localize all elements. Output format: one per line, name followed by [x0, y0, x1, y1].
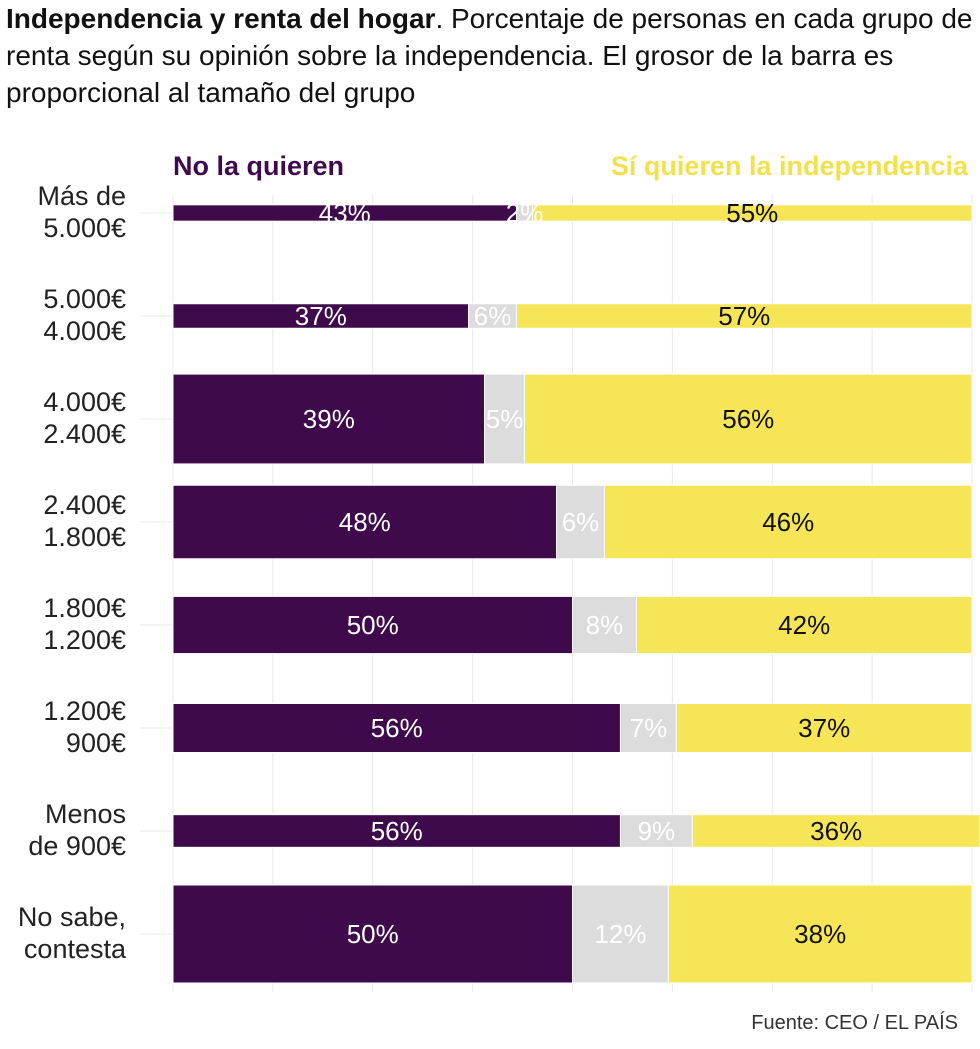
data-label: 6%: [474, 301, 512, 331]
bar-no: [172, 373, 486, 465]
data-label: 38%: [794, 919, 846, 949]
data-label: 56%: [371, 816, 423, 846]
bar-nsnc: [484, 373, 526, 465]
bar-si: [516, 303, 973, 329]
bar-nsnc: [619, 703, 677, 753]
category-label-line2: 4.000€: [43, 316, 126, 346]
bar-si: [532, 204, 973, 222]
bar-no: [172, 595, 573, 655]
data-label: 5%: [486, 404, 524, 434]
data-label: 12%: [594, 919, 646, 949]
legend-si-quieren: Sí quieren la independencia: [611, 151, 969, 181]
category-label-line1: Menos: [45, 799, 126, 829]
data-label: 55%: [726, 198, 778, 228]
category-label-line1: 2.400€: [43, 490, 126, 520]
bar-no: [172, 814, 621, 848]
source-note: Fuente: CEO / EL PAÍS: [751, 1012, 958, 1034]
category-label-line1: No sabe,: [18, 902, 126, 932]
category-label-line1: 5.000€: [43, 284, 126, 314]
chart-title: Independencia y renta del hogar. Porcent…: [6, 0, 974, 111]
category-label-line1: 1.200€: [43, 696, 126, 726]
data-label: 6%: [562, 507, 600, 537]
data-label: 37%: [798, 713, 850, 743]
data-label: 50%: [347, 919, 399, 949]
bar-si: [691, 814, 980, 848]
category-label-line2: 1.800€: [43, 522, 126, 552]
data-label: 56%: [371, 713, 423, 743]
bar-si: [675, 703, 973, 753]
data-label: 2%: [506, 198, 544, 228]
data-label: 50%: [347, 610, 399, 640]
category-label-line2: 1.200€: [43, 625, 126, 655]
data-label: 9%: [638, 816, 676, 846]
bar-nsnc: [572, 884, 669, 984]
bar-si: [667, 884, 973, 984]
data-label: 56%: [722, 404, 774, 434]
data-label: 7%: [630, 713, 668, 743]
category-label-line1: Más de: [37, 181, 126, 211]
category-label-line2: 5.000€: [43, 213, 126, 243]
category-label-line2: de 900€: [28, 831, 126, 861]
bar-no: [172, 303, 470, 329]
title-description: . Porcentaje de personas en cada grupo d…: [6, 3, 973, 108]
data-label: 39%: [303, 404, 355, 434]
category-label-line1: 4.000€: [43, 387, 126, 417]
legend-no-la-quieren: No la quieren: [173, 151, 344, 181]
category-label-line2: contesta: [24, 934, 127, 964]
data-label: 37%: [295, 301, 347, 331]
data-label: 42%: [778, 610, 830, 640]
data-label: 8%: [586, 610, 624, 640]
bar-nsnc: [556, 484, 605, 560]
category-label-line2: 2.400€: [43, 419, 126, 449]
data-label: 46%: [762, 507, 814, 537]
bar-no: [172, 484, 558, 560]
data-label: 57%: [718, 301, 770, 331]
bar-si: [635, 595, 973, 655]
category-label-line1: 1.800€: [43, 593, 126, 623]
bar-si: [603, 484, 973, 560]
bar-si: [524, 373, 973, 465]
category-label-line2: 900€: [66, 728, 126, 758]
title-bold: Independencia y renta del hogar: [6, 3, 436, 34]
bar-nsnc: [572, 595, 637, 655]
data-label: 36%: [810, 816, 862, 846]
data-label: 48%: [339, 507, 391, 537]
data-label: 43%: [319, 198, 371, 228]
